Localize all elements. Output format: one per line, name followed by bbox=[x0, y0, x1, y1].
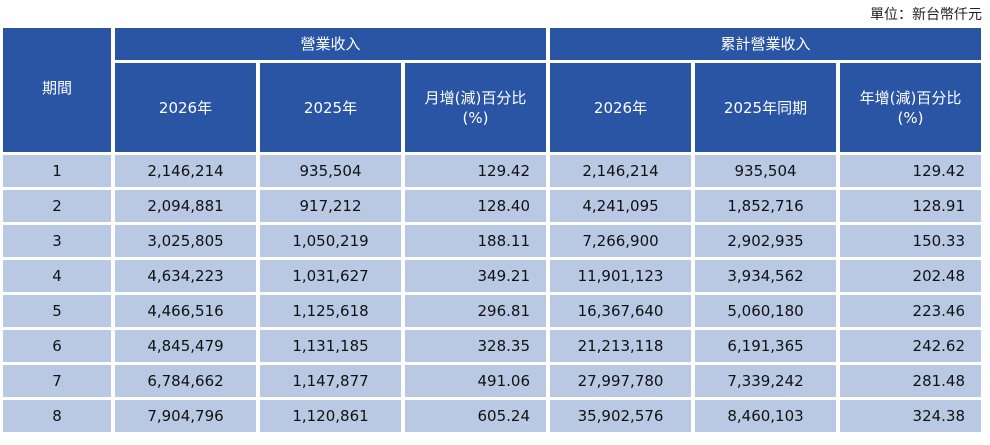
rev-mom-cell: 128.40 bbox=[405, 190, 547, 222]
period-cell: 7 bbox=[3, 365, 111, 397]
rev-mom-cell: 296.81 bbox=[405, 295, 547, 327]
cum-yoy-header-line1: 年增(減)百分比 bbox=[859, 88, 962, 107]
rev-2026-cell: 2,146,214 bbox=[115, 155, 256, 187]
cum-2025-cell: 8,460,103 bbox=[695, 400, 837, 432]
table-row: 3 3,025,805 1,050,219 188.11 7,266,900 2… bbox=[3, 225, 982, 257]
table-row: 4 4,634,223 1,031,627 349.21 11,901,123 … bbox=[3, 260, 982, 292]
rev-2026-cell: 4,466,516 bbox=[115, 295, 256, 327]
cum-yoy-cell: 128.91 bbox=[840, 190, 982, 222]
rev-2026-cell: 6,784,662 bbox=[115, 365, 256, 397]
cum-yoy-cell: 324.38 bbox=[840, 400, 982, 432]
rev-mom-header: 月增(減)百分比 (%) bbox=[405, 63, 547, 152]
cum-2026-cell: 21,213,118 bbox=[550, 330, 692, 362]
cumulative-group-header: 累計營業收入 bbox=[550, 28, 982, 60]
cum-2026-header: 2026年 bbox=[550, 63, 692, 152]
cum-2025-cell: 2,902,935 bbox=[695, 225, 837, 257]
cum-2026-cell: 11,901,123 bbox=[550, 260, 692, 292]
table-row: 6 4,845,479 1,131,185 328.35 21,213,118 … bbox=[3, 330, 982, 362]
period-cell: 8 bbox=[3, 400, 111, 432]
table-row: 5 4,466,516 1,125,618 296.81 16,367,640 … bbox=[3, 295, 982, 327]
cum-yoy-header-line2: (%) bbox=[897, 108, 924, 127]
rev-2025-cell: 1,147,877 bbox=[260, 365, 401, 397]
rev-mom-header-line2: (%) bbox=[462, 108, 489, 127]
rev-mom-cell: 129.42 bbox=[405, 155, 547, 187]
period-cell: 2 bbox=[3, 190, 111, 222]
rev-2025-cell: 1,050,219 bbox=[260, 225, 401, 257]
cum-yoy-cell: 150.33 bbox=[840, 225, 982, 257]
rev-2025-cell: 917,212 bbox=[260, 190, 401, 222]
rev-mom-cell: 491.06 bbox=[405, 365, 547, 397]
rev-2026-header: 2026年 bbox=[115, 63, 256, 152]
period-header: 期間 bbox=[3, 28, 111, 152]
cum-yoy-cell: 202.48 bbox=[840, 260, 982, 292]
period-cell: 4 bbox=[3, 260, 111, 292]
rev-2026-cell: 3,025,805 bbox=[115, 225, 256, 257]
rev-mom-cell: 328.35 bbox=[405, 330, 547, 362]
rev-2025-cell: 935,504 bbox=[260, 155, 401, 187]
revenue-group-header: 營業收入 bbox=[115, 28, 547, 60]
rev-2026-cell: 4,634,223 bbox=[115, 260, 256, 292]
period-cell: 5 bbox=[3, 295, 111, 327]
table-row: 2 2,094,881 917,212 128.40 4,241,095 1,8… bbox=[3, 190, 982, 222]
unit-label: 單位：新台幣仟元 bbox=[870, 7, 982, 23]
rev-mom-header-line1: 月增(減)百分比 bbox=[424, 88, 527, 107]
rev-2026-cell: 4,845,479 bbox=[115, 330, 256, 362]
table-row: 1 2,146,214 935,504 129.42 2,146,214 935… bbox=[3, 155, 982, 187]
cum-2025-cell: 1,852,716 bbox=[695, 190, 837, 222]
cum-2025-cell: 3,934,562 bbox=[695, 260, 837, 292]
cum-2025-cell: 7,339,242 bbox=[695, 365, 837, 397]
cum-2026-cell: 16,367,640 bbox=[550, 295, 692, 327]
rev-mom-cell: 349.21 bbox=[405, 260, 547, 292]
cum-2026-cell: 4,241,095 bbox=[550, 190, 692, 222]
period-cell: 1 bbox=[3, 155, 111, 187]
rev-mom-cell: 188.11 bbox=[405, 225, 547, 257]
rev-2025-cell: 1,120,861 bbox=[260, 400, 401, 432]
rev-mom-cell: 605.24 bbox=[405, 400, 547, 432]
revenue-table: 期間 營業收入 累計營業收入 2026年 2025年 月增(減)百分比 (%) … bbox=[0, 25, 985, 435]
cum-yoy-cell: 129.42 bbox=[840, 155, 982, 187]
cum-2026-cell: 35,902,576 bbox=[550, 400, 692, 432]
cum-2026-cell: 27,997,780 bbox=[550, 365, 692, 397]
cum-2025-cell: 6,191,365 bbox=[695, 330, 837, 362]
rev-2025-cell: 1,125,618 bbox=[260, 295, 401, 327]
period-cell: 6 bbox=[3, 330, 111, 362]
cum-2026-cell: 7,266,900 bbox=[550, 225, 692, 257]
cum-2025-header: 2025年同期 bbox=[695, 63, 837, 152]
rev-2026-cell: 2,094,881 bbox=[115, 190, 256, 222]
rev-2025-header: 2025年 bbox=[260, 63, 401, 152]
cum-2025-cell: 5,060,180 bbox=[695, 295, 837, 327]
cum-yoy-cell: 242.62 bbox=[840, 330, 982, 362]
table-row: 8 7,904,796 1,120,861 605.24 35,902,576 … bbox=[3, 400, 982, 432]
cum-yoy-header: 年增(減)百分比 (%) bbox=[840, 63, 982, 152]
cum-2026-cell: 2,146,214 bbox=[550, 155, 692, 187]
cum-2025-cell: 935,504 bbox=[695, 155, 837, 187]
period-cell: 3 bbox=[3, 225, 111, 257]
cum-yoy-cell: 281.48 bbox=[840, 365, 982, 397]
rev-2025-cell: 1,031,627 bbox=[260, 260, 401, 292]
rev-2025-cell: 1,131,185 bbox=[260, 330, 401, 362]
rev-2026-cell: 7,904,796 bbox=[115, 400, 256, 432]
table-row: 7 6,784,662 1,147,877 491.06 27,997,780 … bbox=[3, 365, 982, 397]
cum-yoy-cell: 223.46 bbox=[840, 295, 982, 327]
